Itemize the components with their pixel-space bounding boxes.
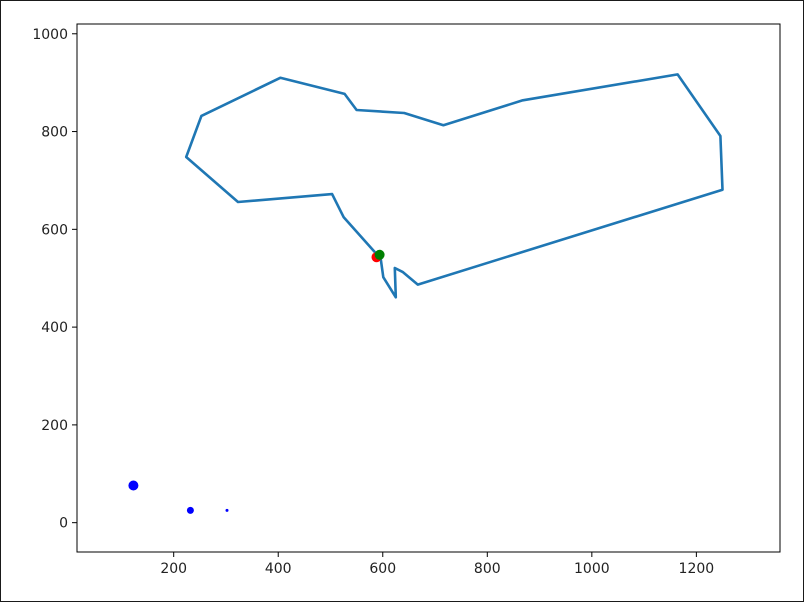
series-line-0 [184,73,724,299]
scatter-point-3-1 [186,506,194,514]
scatter-point-2-0 [374,249,385,260]
y-tick-label: 400 [41,320,68,336]
y-tick-label: 600 [41,222,68,238]
x-tick-label: 1000 [574,561,610,577]
y-tick-label: 1000 [32,27,68,43]
plot-area [77,24,780,552]
y-tick-label: 0 [59,516,68,532]
axes-frame [76,23,781,553]
x-tick-label: 200 [160,561,187,577]
y-axis: 0 200 400 600 800 1000 [32,27,77,532]
x-tick-label: 400 [265,561,292,577]
scatter-point-3-0 [128,480,139,491]
x-tick-label: 800 [474,561,501,577]
x-tick-label: 600 [369,561,396,577]
x-axis: 200 400 600 800 1000 1200 [160,552,714,577]
scatter-point-3-2 [225,508,229,512]
chart-marks [128,73,724,514]
y-tick-label: 800 [41,125,68,141]
x-tick-label: 1200 [679,561,715,577]
y-tick-label: 200 [41,418,68,434]
